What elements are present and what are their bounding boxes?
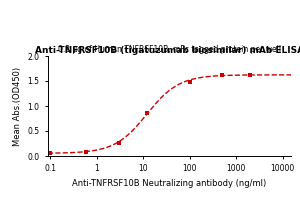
X-axis label: Anti-TNFRSF10B Neutralizing antibody (ng/ml): Anti-TNFRSF10B Neutralizing antibody (ng… (72, 179, 267, 188)
Title: Anti-TNFRSF10B (tigatuzumab biosimilar) mAb ELISA: Anti-TNFRSF10B (tigatuzumab biosimilar) … (35, 46, 300, 55)
Text: 0.2 μg of Human TNFRSF10B, mFc tagged protein per well: 0.2 μg of Human TNFRSF10B, mFc tagged pr… (58, 45, 281, 54)
Y-axis label: Mean Abs.(OD450): Mean Abs.(OD450) (13, 66, 22, 146)
